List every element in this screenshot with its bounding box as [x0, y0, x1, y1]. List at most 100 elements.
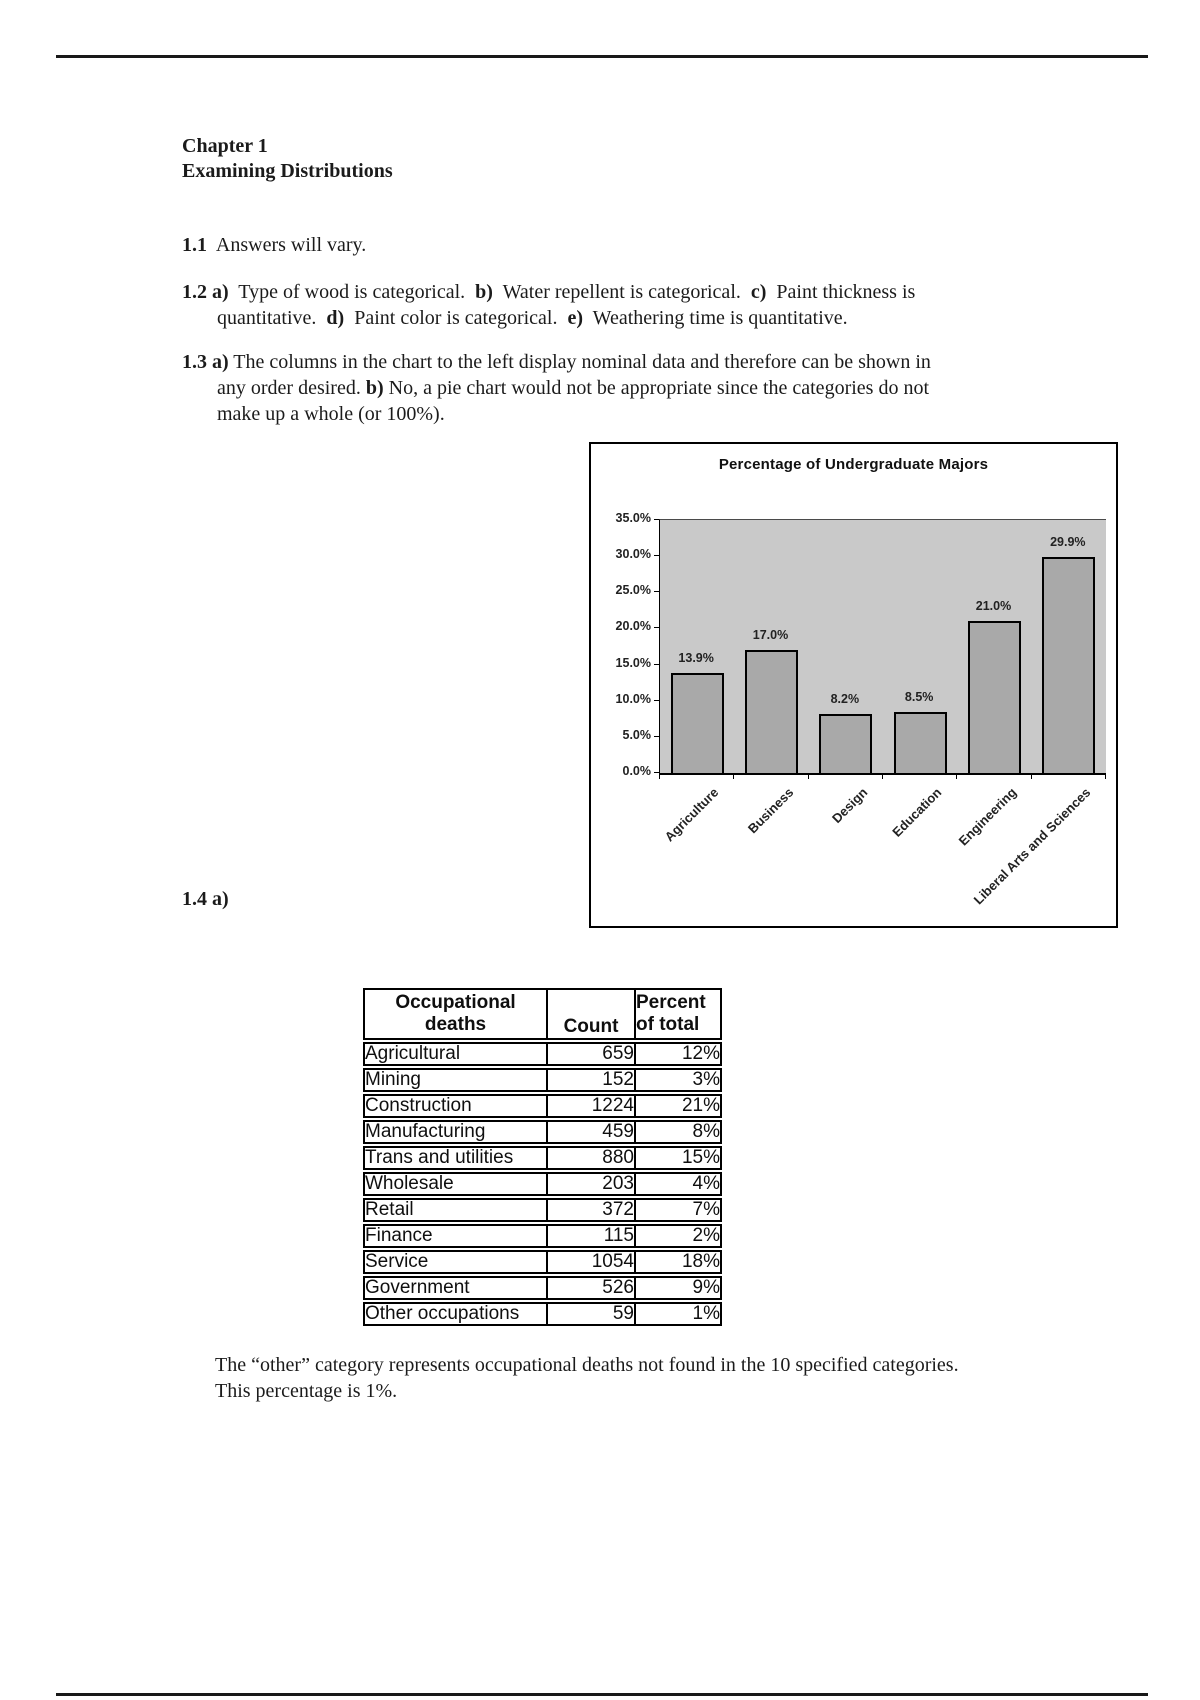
bar-value-label: 17.0% — [752, 628, 789, 643]
bold-text: c) — [750, 281, 767, 303]
bold-text: 1.1 — [182, 234, 207, 256]
paragraph-1-2: 1.2 a) Type of wood is categorical. b) W… — [182, 279, 1097, 331]
y-tick-mark — [654, 627, 659, 628]
x-tick-mark — [1031, 774, 1032, 779]
plot-area — [659, 519, 1106, 775]
table-cell: 880 — [548, 1146, 636, 1170]
bold-text: d) — [326, 307, 345, 329]
chapter-number: Chapter 1 — [182, 135, 268, 157]
paragraph-1-3: 1.3 a) The columns in the chart to the l… — [182, 349, 1097, 427]
bar — [745, 650, 798, 773]
y-tick-label: 0.0% — [622, 764, 652, 778]
table-header-row: Occupational deaths Count Percent of total — [363, 988, 722, 1040]
table-cell: 1054 — [548, 1250, 636, 1274]
x-category-label: Business — [744, 784, 796, 837]
top-rule — [56, 55, 1148, 58]
table-row: Mining 152 3% — [363, 1068, 722, 1092]
y-tick-label: 20.0% — [615, 619, 651, 634]
y-tick-label: 35.0% — [615, 511, 651, 525]
text: Answers will vary. — [207, 234, 367, 256]
chapter-heading: Chapter 1 Examining Distributions — [182, 134, 393, 184]
table-cell: 459 — [548, 1120, 636, 1144]
table-row: Agricultural 659 12% — [363, 1042, 722, 1066]
y-tick-mark — [654, 700, 659, 701]
table-cell: Wholesale — [363, 1172, 548, 1196]
text: No, a pie chart would not be appropriate… — [383, 377, 929, 399]
table-row: Finance 115 2% — [363, 1224, 722, 1248]
x-tick-mark — [882, 774, 883, 779]
table-cell: 1224 — [548, 1094, 636, 1118]
table-cell: 1% — [636, 1302, 722, 1326]
table-cell: 7% — [636, 1198, 722, 1222]
table-cell: Service — [363, 1250, 548, 1274]
table-cell: 15% — [636, 1146, 722, 1170]
text: Weathering time is quantitative. — [583, 307, 848, 329]
table-row: Wholesale 203 4% — [363, 1172, 722, 1196]
text: Paint color is categorical. — [344, 307, 568, 329]
bold-text: 1.4 a) — [182, 888, 229, 910]
y-tick-mark — [654, 664, 659, 665]
bar — [1042, 556, 1096, 773]
paragraph-1-4-label: 1.4 a) — [182, 886, 229, 912]
text: Water repellent is categorical. — [492, 281, 751, 303]
x-tick-mark — [956, 774, 957, 779]
table-cell: 659 — [548, 1042, 636, 1066]
y-tick-label: 25.0% — [615, 583, 651, 598]
occupational-deaths-table: Occupational deaths Count Percent of total Ag… — [363, 986, 722, 1328]
table-cell: Mining — [363, 1068, 548, 1092]
bold-text: b) — [475, 281, 493, 303]
x-tick-mark — [733, 774, 734, 779]
y-tick-label: 5.0% — [622, 727, 652, 742]
bar — [670, 672, 724, 773]
y-tick-mark — [654, 555, 659, 556]
table-row: Retail 372 7% — [363, 1198, 722, 1222]
text: The “other” category represents occupati… — [215, 1354, 959, 1376]
table-cell: 2% — [636, 1224, 722, 1248]
table-row: Manufacturing 459 8% — [363, 1120, 722, 1144]
paragraph-1-1: 1.1 Answers will vary. — [182, 232, 882, 258]
table-cell: 372 — [548, 1198, 636, 1222]
bar-value-label: 8.5% — [904, 689, 934, 704]
table-cell: 12% — [636, 1042, 722, 1066]
x-tick-mark — [808, 774, 809, 779]
x-category-label: Agriculture — [661, 784, 722, 845]
text: Paint thickness is — [766, 281, 916, 303]
text: any order desired. — [217, 377, 366, 399]
y-tick-label: 15.0% — [615, 655, 651, 670]
table-cell: 526 — [548, 1276, 636, 1300]
bold-text: 1.2 a) — [182, 281, 229, 303]
table-row: Service 1054 18% — [363, 1250, 722, 1274]
x-category-label: Liberal Arts and Sciences — [970, 784, 1094, 908]
bar — [819, 713, 873, 773]
table-cell: 3% — [636, 1068, 722, 1092]
y-tick-mark — [654, 736, 659, 737]
table-cell: Government — [363, 1276, 548, 1300]
text: This percentage is 1%. — [215, 1380, 398, 1402]
table-cell: 4% — [636, 1172, 722, 1196]
x-tick-mark — [659, 774, 660, 779]
table-cell: Retail — [363, 1198, 548, 1222]
bold-text: b) — [365, 377, 384, 399]
bar-value-label: 29.9% — [1050, 534, 1086, 549]
text: make up a whole (or 100%). — [217, 403, 445, 425]
bold-text: 1.3 a) — [182, 351, 229, 373]
table-row: Other occupations 59 1% — [363, 1302, 722, 1326]
table-cell: Manufacturing — [363, 1120, 548, 1144]
table-cell: Trans and utilities — [363, 1146, 548, 1170]
table-cell: 9% — [636, 1276, 722, 1300]
bar-value-label: 21.0% — [975, 599, 1012, 614]
bold-text: e) — [567, 307, 584, 329]
bar — [968, 621, 1021, 773]
table-cell: 8% — [636, 1120, 722, 1144]
chart-title: Percentage of Undergraduate Majors — [718, 456, 989, 473]
table-cell: 18% — [636, 1250, 722, 1274]
x-category-label: Education — [889, 784, 945, 840]
bar-value-label: 8.2% — [830, 691, 860, 706]
chapter-title: Examining Distributions — [182, 160, 393, 182]
table-cell: Construction — [363, 1094, 548, 1118]
y-tick-mark — [654, 591, 659, 592]
table-cell: 21% — [636, 1094, 722, 1118]
table-header-cell: Count — [548, 988, 636, 1040]
table-header-cell: Occupational deaths — [363, 988, 548, 1040]
